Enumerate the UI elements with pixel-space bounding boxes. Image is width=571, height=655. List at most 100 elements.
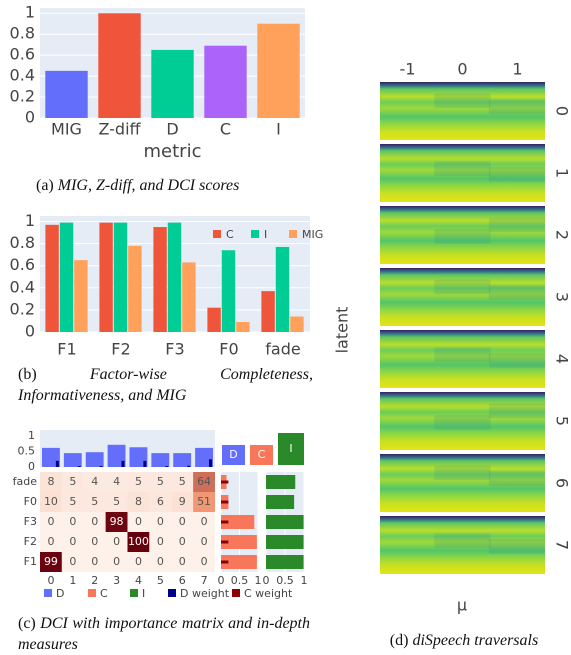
cell-label: 5 [179,475,186,488]
caption-text: diSpeech traversals [412,632,538,649]
cell-label: 5 [157,475,164,488]
cell-label: 0 [91,555,98,568]
legend-label: I [142,587,145,600]
x-tick-label: F0 [219,340,238,359]
cell-label: 0 [201,515,208,528]
legend-label: I [264,228,267,241]
y-tick-label: 0.4 [10,66,35,85]
cell-label: 0 [179,515,186,528]
cell-label: 9 [179,495,186,508]
bar [98,13,140,118]
legend-swatch [44,589,52,597]
box-label: D [229,448,237,461]
row-label: 0 [553,106,571,116]
bar [114,223,127,332]
side-bar [266,535,304,549]
traversal-column-shade [489,167,545,182]
traversal-column-shade [434,415,490,430]
bar [290,317,303,332]
cell-label: 0 [157,555,164,568]
row-label: fade [13,475,38,488]
box-label: C [258,448,266,461]
row-label: F3 [24,515,37,528]
x-tick-label: I [276,120,281,139]
x-tick-label: 4 [135,574,142,587]
bar [257,24,299,118]
traversal-column-shade [434,347,490,362]
cell-label: 0 [179,555,186,568]
cell-label: 64 [197,475,211,488]
x-tick-label: 2 [91,574,98,587]
x-tick-label: 7 [201,574,208,587]
y-tick-label: 0 [28,460,35,473]
d-weight [209,459,212,467]
cell-label: 5 [91,495,98,508]
caption-b: (b) Factor-wise Completeness, Informativ… [18,364,313,406]
row-label: 7 [553,540,571,550]
x-axis-title: μ [457,596,467,615]
cell-label: 6 [157,495,164,508]
d-weight [78,466,81,467]
traversal-column-shade [489,99,545,114]
caption-label: (b) [18,366,37,383]
row-label: 3 [553,292,571,302]
cell-label: 0 [91,515,98,528]
figure-canvas: 00.20.40.60.81MIGZ-diffDCImetric00.20.40… [0,0,571,655]
x-tick-label: 5 [157,574,164,587]
bar [261,291,274,332]
y-tick-label: 0 [25,322,35,341]
x-tick-label: 0 [218,574,225,587]
row-label: 2 [553,230,571,240]
d-bar [151,453,169,467]
traversal-column-shade [489,539,545,554]
traversal-column-shade [434,280,490,295]
bar [45,225,58,332]
x-tick-label: F1 [57,340,76,359]
x-tick-label: 0.5 [276,574,294,587]
x-tick-label: -1 [400,60,416,79]
traversal-column-shade [489,285,545,300]
x-tick-label: 6 [179,574,186,587]
y-tick-label: 1 [25,3,35,22]
bar [74,260,87,332]
d-weight [165,466,168,467]
traversal-column-shade [434,533,490,548]
legend-swatch [213,230,221,238]
c-weight [221,521,228,524]
row-label: F2 [24,535,37,548]
cell-label: 0 [157,515,164,528]
row-label: F0 [24,495,37,508]
legend-label: C [226,228,234,241]
bar [207,308,220,332]
x-axis-title: metric [144,141,202,162]
y-tick-label: 0.6 [10,255,35,274]
legend-swatch [88,589,96,597]
y-tick-label: 0.8 [10,233,35,252]
x-tick-label: C [220,120,231,139]
c-weight [221,561,228,564]
x-tick-label: F2 [111,340,130,359]
cell-label: 100 [128,535,149,548]
cell-label: 5 [135,475,142,488]
cell-label: 0 [179,535,186,548]
row-label: F1 [24,555,37,568]
d-weight [187,466,190,467]
cell-label: 98 [110,515,124,528]
cell-label: 0 [201,535,208,548]
cell-label: 0 [69,535,76,548]
x-tick-label: 3 [113,574,120,587]
y-tick-label: 1 [28,429,35,442]
caption-label: (d) [390,632,409,649]
caption-text: DCI with importance matrix and in-depth … [18,615,310,653]
x-tick-label: 0 [47,574,54,587]
legend-swatch [232,589,240,597]
caption-text: Factor-wise Completeness, Informativenes… [18,366,313,404]
y-tick-label: 0 [25,108,35,127]
y-tick-label: 0.2 [10,299,35,318]
cell-label: 5 [69,475,76,488]
legend-label: D weight [180,587,230,600]
bar [99,223,112,332]
box-label: I [289,442,292,455]
d-bar [86,452,104,467]
legend-label: D [56,587,64,600]
